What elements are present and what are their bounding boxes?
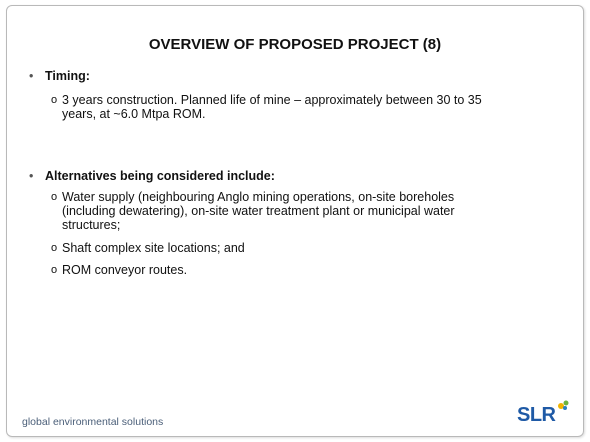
slide-title: OVERVIEW OF PROPOSED PROJECT (8): [148, 36, 442, 53]
logo-icon: [558, 400, 569, 410]
sub-item: Water supply (neighbouring Anglo mining …: [51, 190, 502, 232]
bullet-heading: Alternatives being considered include:: [29, 169, 275, 183]
sub-item: ROM conveyor routes.: [51, 263, 502, 277]
sub-item: Shaft complex site locations; and: [51, 241, 502, 255]
bullet-heading: Timing:: [29, 69, 90, 83]
slide: OVERVIEW OF PROPOSED PROJECT (8) Timing:…: [6, 5, 584, 437]
tagline: global environmental solutions: [22, 416, 164, 428]
logo: SLR: [517, 404, 556, 426]
sub-item: 3 years construction. Planned life of mi…: [51, 93, 502, 121]
